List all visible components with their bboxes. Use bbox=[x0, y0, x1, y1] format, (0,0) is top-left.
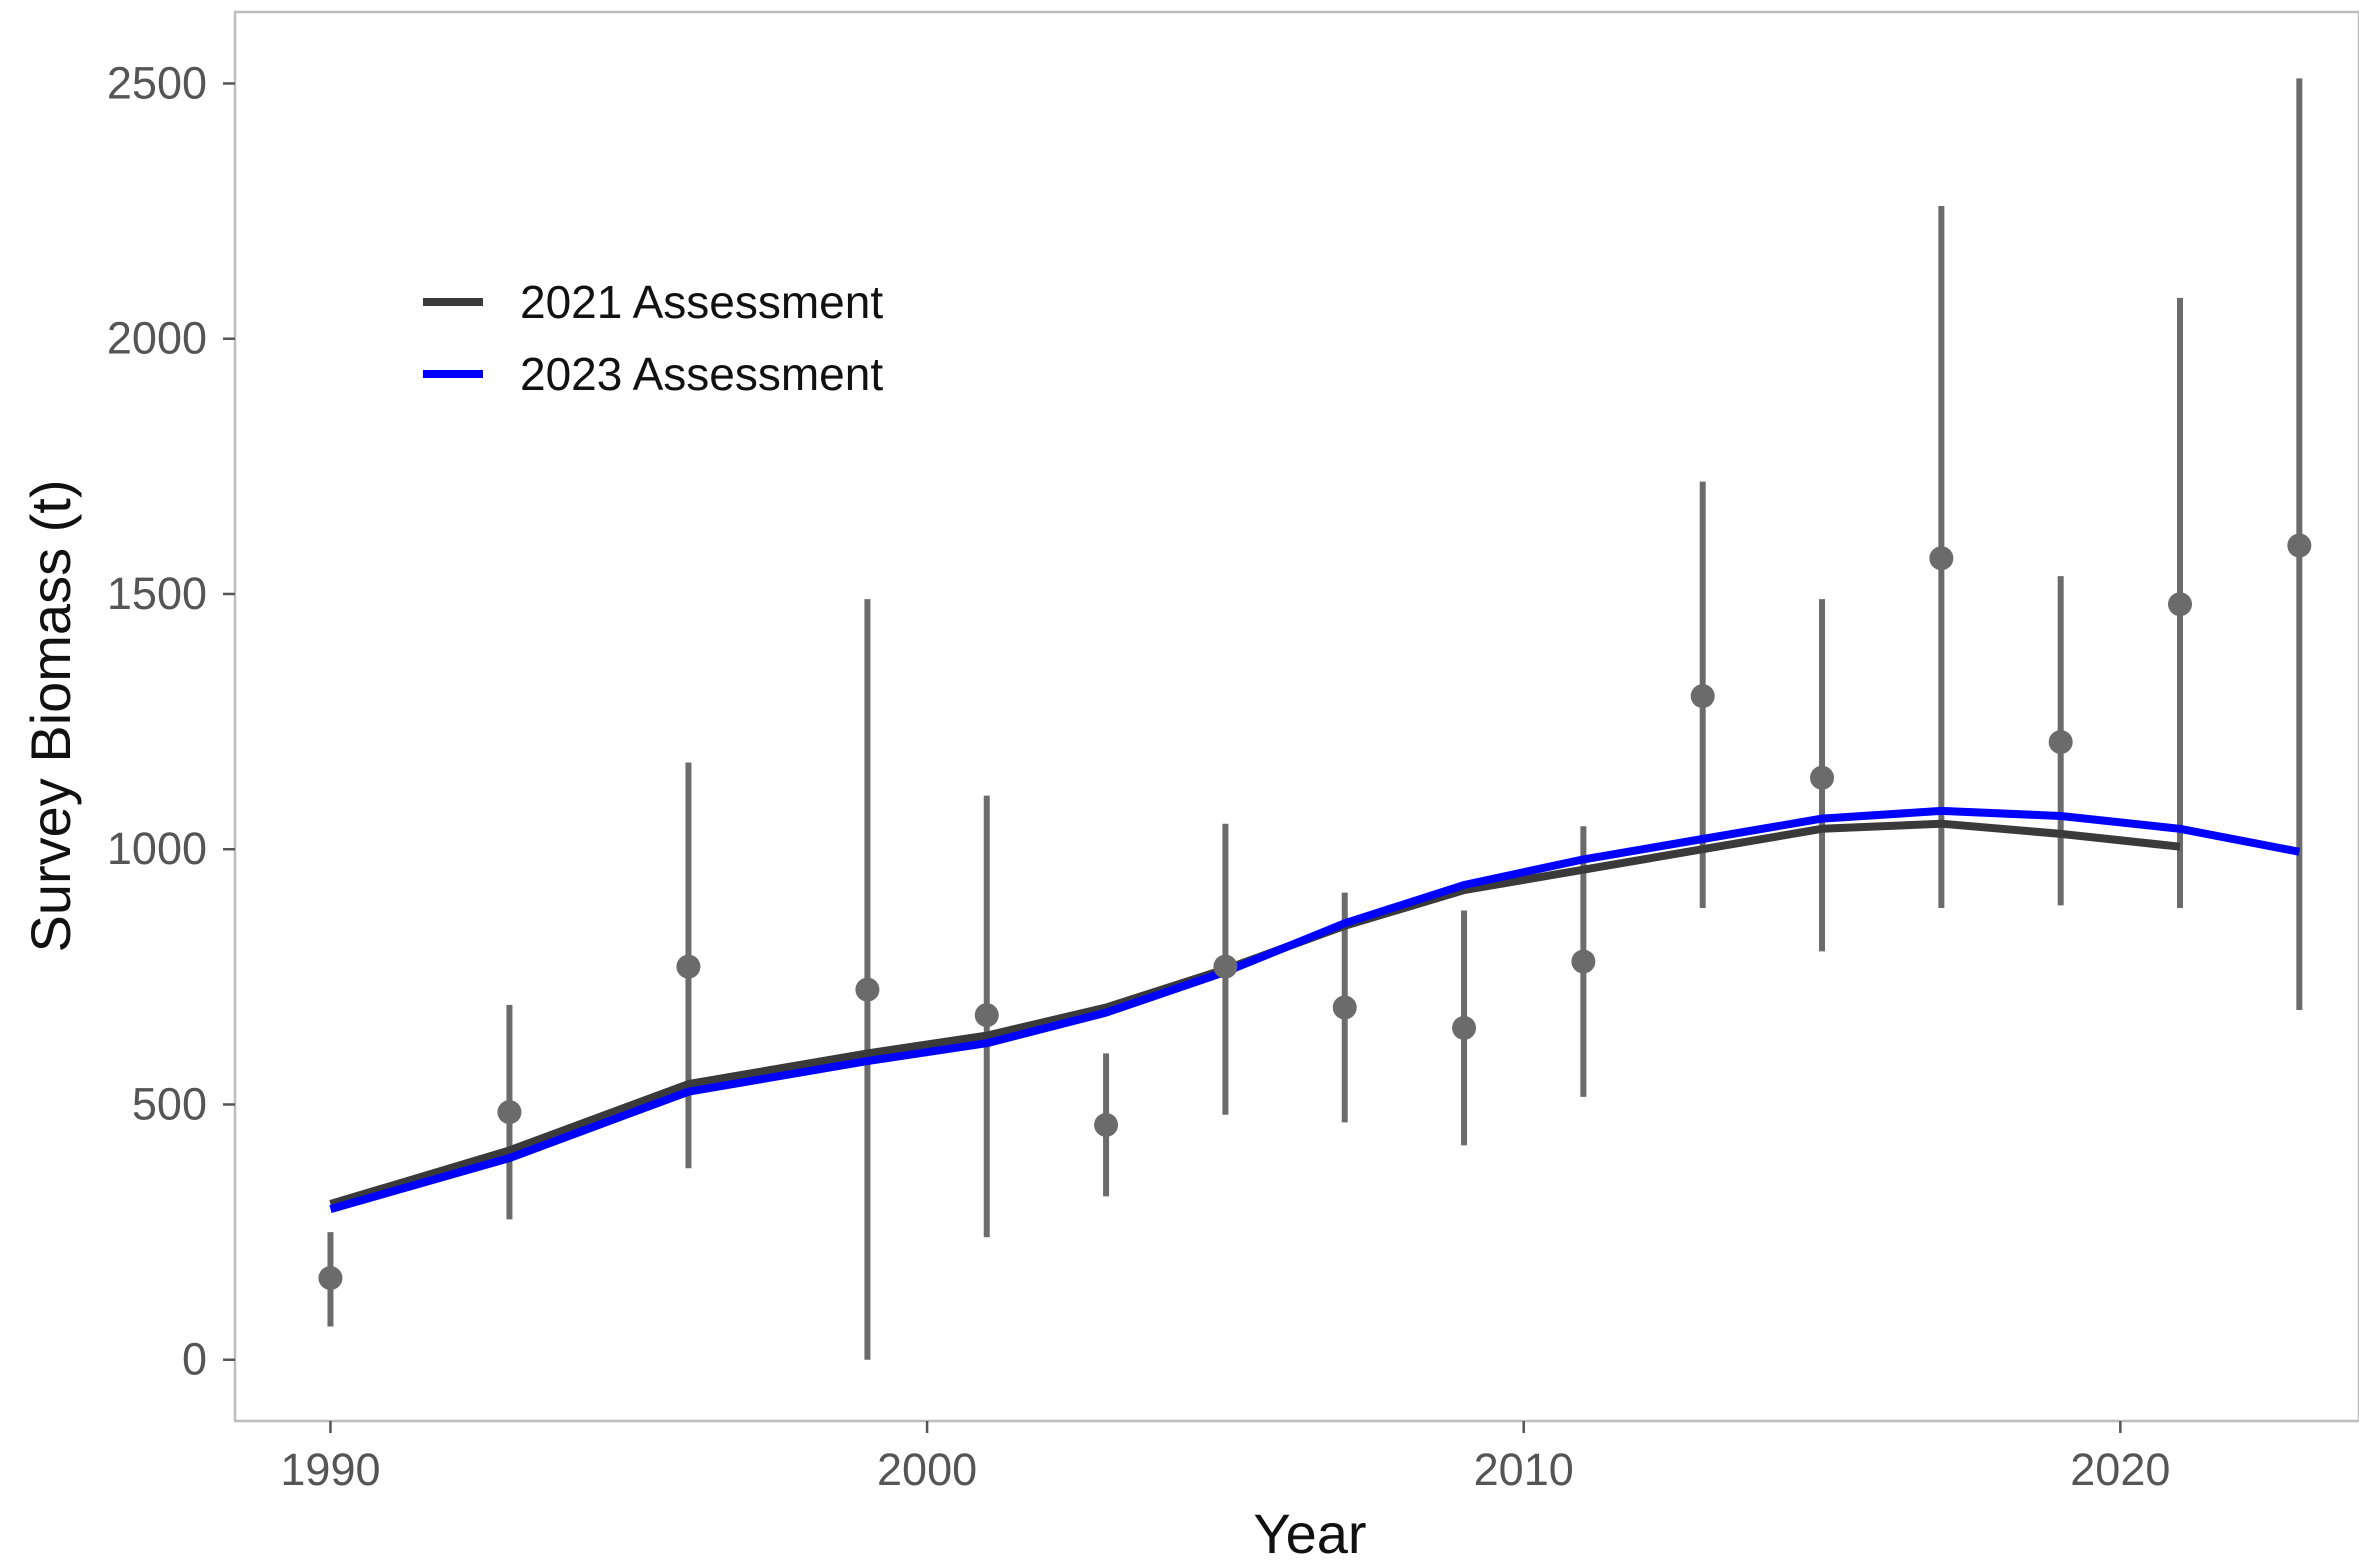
observation-point bbox=[1332, 995, 1357, 1020]
plot-panel-border bbox=[233, 10, 2359, 1423]
observation-point bbox=[1810, 765, 1835, 790]
observation-point bbox=[1690, 684, 1715, 709]
observation-point bbox=[676, 954, 701, 979]
y-tick-label: 0 bbox=[182, 1334, 207, 1385]
y-tick-label: 500 bbox=[132, 1078, 207, 1129]
y-tick-label: 1500 bbox=[107, 568, 207, 619]
observation-point bbox=[2048, 730, 2073, 755]
x-tick-label: 1990 bbox=[280, 1444, 380, 1495]
x-tick-label: 2020 bbox=[2070, 1444, 2170, 1495]
y-tick-label: 2000 bbox=[107, 313, 207, 364]
observation-points bbox=[318, 533, 2312, 1291]
observation-point bbox=[1929, 546, 1954, 571]
legend: 2021 Assessment 2023 Assessment bbox=[423, 276, 883, 400]
observation-point bbox=[2168, 592, 2193, 617]
x-tick-label: 2000 bbox=[877, 1444, 977, 1495]
y-tick-label: 1000 bbox=[107, 823, 207, 874]
y-axis: 0 500 1000 1500 2000 2500 bbox=[107, 57, 235, 1385]
observation-errorbars bbox=[327, 78, 2303, 1360]
x-axis: 1990 2000 2010 2020 bbox=[280, 1421, 2170, 1495]
assessment-lines bbox=[329, 806, 2301, 1213]
legend-label-1: 2021 Assessment bbox=[520, 276, 883, 328]
observation-point bbox=[1094, 1112, 1119, 1137]
series-line-2 bbox=[329, 806, 2301, 1213]
series-line-1 bbox=[329, 819, 2181, 1208]
x-tick-label: 2010 bbox=[1474, 1444, 1574, 1495]
observation-point bbox=[974, 1003, 999, 1028]
x-axis-title: Year bbox=[1253, 1502, 1366, 1561]
y-axis-title: Survey Biomass (t) bbox=[19, 480, 82, 953]
observation-point bbox=[855, 977, 880, 1002]
y-tick-label: 2500 bbox=[107, 57, 207, 108]
legend-label-2: 2023 Assessment bbox=[520, 348, 883, 400]
observation-point bbox=[318, 1266, 343, 1291]
observation-point bbox=[1213, 954, 1238, 979]
observation-point bbox=[2287, 533, 2312, 558]
observation-point bbox=[1571, 949, 1596, 974]
observation-point bbox=[497, 1100, 522, 1125]
observation-point bbox=[1452, 1015, 1477, 1040]
